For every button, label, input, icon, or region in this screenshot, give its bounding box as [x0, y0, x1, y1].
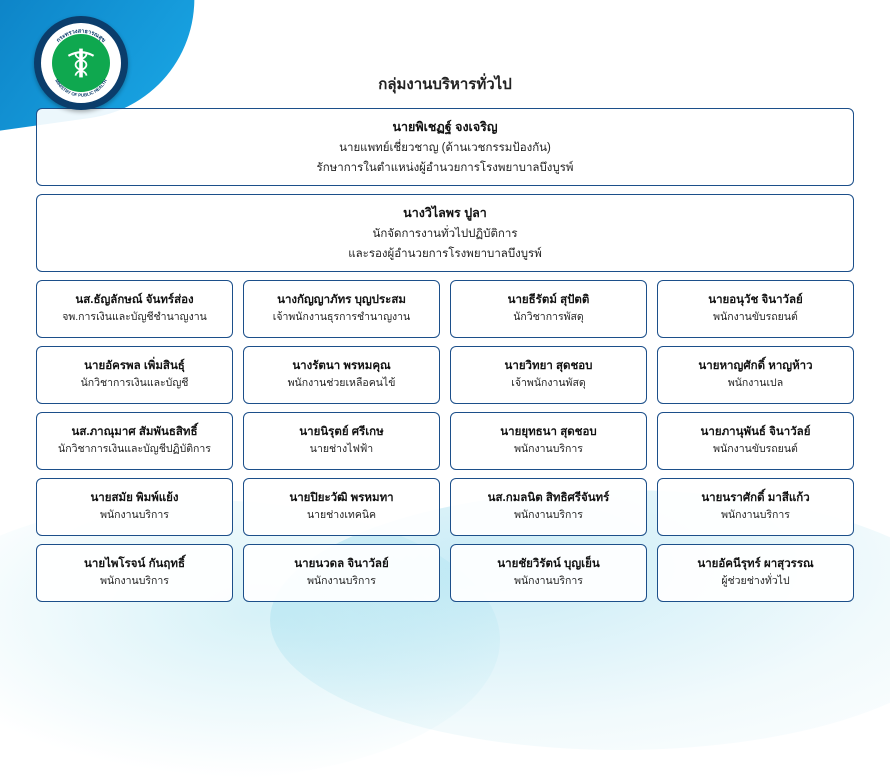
staff-name: นายอัครพล เพิ่มสินธุ์	[43, 359, 226, 374]
staff-name: นายอนุวัช จินาวัลย์	[664, 293, 847, 308]
staff-role: เจ้าพนักงานพัสดุ	[457, 377, 640, 391]
header-card-0: นายพิเชฏฐ์ จงเจริญนายแพทย์เชี่ยวชาญ (ด้า…	[36, 108, 854, 186]
svg-text:MINISTRY OF PUBLIC HEALTH: MINISTRY OF PUBLIC HEALTH	[54, 78, 108, 97]
staff-cell: นายอนุวัช จินาวัลย์พนักงานขับรถยนต์	[657, 280, 854, 338]
header-card-sub: และรองผู้อำนวยการโรงพยาบาลบึงบูรพ์	[49, 245, 841, 263]
logo-top-text: กระทรวงสาธารณสุข	[55, 28, 107, 45]
staff-cell: นายปิยะวัฒิ พรหมทานายช่างเทคนิค	[243, 478, 440, 536]
staff-name: นส.ธัญลักษณ์ จันทร์ส่อง	[43, 293, 226, 308]
staff-role: นักวิชาการพัสดุ	[457, 311, 640, 325]
staff-role: พนักงานบริการ	[250, 575, 433, 589]
staff-name: นายวิทยา สุดชอบ	[457, 359, 640, 374]
header-card-role: นักจัดการงานทั่วไปปฏิบัติการ	[49, 225, 841, 243]
staff-role: พนักงานช่วยเหลือคนไข้	[250, 377, 433, 391]
staff-cell: นายอัครพล เพิ่มสินธุ์นักวิชาการเงินและบั…	[36, 346, 233, 404]
header-card-role: นายแพทย์เชี่ยวชาญ (ด้านเวชกรรมป้องกัน)	[49, 139, 841, 157]
staff-role: พนักงานบริการ	[457, 575, 640, 589]
staff-name: นส.ภาณุมาศ สัมพันธสิทธิ์	[43, 425, 226, 440]
staff-role: พนักงานบริการ	[664, 509, 847, 523]
staff-cell: นายนิรุตย์ ศรีเกษนายช่างไฟฟ้า	[243, 412, 440, 470]
staff-role: พนักงานบริการ	[43, 509, 226, 523]
staff-name: นส.กมลนิต สิทธิศรีจันทร์	[457, 491, 640, 506]
staff-cell: นายสมัย พิมพ์แย้งพนักงานบริการ	[36, 478, 233, 536]
staff-role: นักวิชาการเงินและบัญชี	[43, 377, 226, 391]
staff-cell: นส.ธัญลักษณ์ จันทร์ส่องจพ.การเงินและบัญช…	[36, 280, 233, 338]
header-card-name: นายพิเชฏฐ์ จงเจริญ	[49, 117, 841, 137]
staff-cell: นายหาญศักดิ์ หาญห้าวพนักงานเปล	[657, 346, 854, 404]
staff-name: นายนิรุตย์ ศรีเกษ	[250, 425, 433, 440]
staff-name: นายชัยวิรัตน์ บุญเย็น	[457, 557, 640, 572]
logo-bottom-text: MINISTRY OF PUBLIC HEALTH	[54, 78, 108, 97]
staff-name: นายสมัย พิมพ์แย้ง	[43, 491, 226, 506]
staff-name: นายธีรัตม์ สุปัตติ	[457, 293, 640, 308]
staff-name: นายปิยะวัฒิ พรหมทา	[250, 491, 433, 506]
staff-cell: นส.ภาณุมาศ สัมพันธสิทธิ์นักวิชาการเงินแล…	[36, 412, 233, 470]
ministry-logo: กระทรวงสาธารณสุข MINISTRY OF PUBLIC HEAL…	[34, 16, 128, 110]
staff-cell: นายวิทยา สุดชอบเจ้าพนักงานพัสดุ	[450, 346, 647, 404]
staff-cell: นายธีรัตม์ สุปัตตินักวิชาการพัสดุ	[450, 280, 647, 338]
staff-cell: นางกัญญาภัทร บุญประสมเจ้าพนักงานธุรการชำ…	[243, 280, 440, 338]
staff-role: นายช่างเทคนิค	[250, 509, 433, 523]
staff-role: พนักงานขับรถยนต์	[664, 311, 847, 325]
staff-name: นายหาญศักดิ์ หาญห้าว	[664, 359, 847, 374]
staff-cell: นางรัตนา พรหมคุณพนักงานช่วยเหลือคนไข้	[243, 346, 440, 404]
staff-name: นายภานุพันธ์ จินาวัลย์	[664, 425, 847, 440]
staff-name: นายยุทธนา สุดชอบ	[457, 425, 640, 440]
staff-role: พนักงานขับรถยนต์	[664, 443, 847, 457]
staff-role: จพ.การเงินและบัญชีชำนาญงาน	[43, 311, 226, 325]
header-cards: นายพิเชฏฐ์ จงเจริญนายแพทย์เชี่ยวชาญ (ด้า…	[36, 108, 854, 272]
staff-name: นายนวดล จินาวัลย์	[250, 557, 433, 572]
staff-cell: นายชัยวิรัตน์ บุญเย็นพนักงานบริการ	[450, 544, 647, 602]
staff-name: นางรัตนา พรหมคุณ	[250, 359, 433, 374]
staff-name: นายไพโรจน์ กันฤทธิ์	[43, 557, 226, 572]
page-title: กลุ่มงานบริหารทั่วไป	[36, 72, 854, 96]
staff-cell: นายภานุพันธ์ จินาวัลย์พนักงานขับรถยนต์	[657, 412, 854, 470]
org-chart: กลุ่มงานบริหารทั่วไป นายพิเชฏฐ์ จงเจริญน…	[0, 0, 890, 602]
staff-name: นายอัคนีรุทร์ ผาสุวรรณ	[664, 557, 847, 572]
staff-cell: นายนราศักดิ์ มาสีแก้วพนักงานบริการ	[657, 478, 854, 536]
staff-role: พนักงานบริการ	[457, 509, 640, 523]
staff-cell: นายไพโรจน์ กันฤทธิ์พนักงานบริการ	[36, 544, 233, 602]
staff-role: ผู้ช่วยช่างทั่วไป	[664, 575, 847, 589]
staff-cell: นส.กมลนิต สิทธิศรีจันทร์พนักงานบริการ	[450, 478, 647, 536]
header-card-sub: รักษาการในตำแหน่งผู้อำนวยการโรงพยาบาลบึง…	[49, 159, 841, 177]
staff-cell: นายนวดล จินาวัลย์พนักงานบริการ	[243, 544, 440, 602]
staff-grid: นส.ธัญลักษณ์ จันทร์ส่องจพ.การเงินและบัญช…	[36, 280, 854, 602]
staff-role: พนักงานเปล	[664, 377, 847, 391]
header-card-1: นางวิไลพร ปูลานักจัดการงานทั่วไปปฏิบัติก…	[36, 194, 854, 272]
staff-role: พนักงานบริการ	[43, 575, 226, 589]
staff-name: นายนราศักดิ์ มาสีแก้ว	[664, 491, 847, 506]
staff-role: พนักงานบริการ	[457, 443, 640, 457]
staff-role: นายช่างไฟฟ้า	[250, 443, 433, 457]
staff-role: นักวิชาการเงินและบัญชีปฏิบัติการ	[43, 443, 226, 457]
staff-cell: นายอัคนีรุทร์ ผาสุวรรณผู้ช่วยช่างทั่วไป	[657, 544, 854, 602]
staff-name: นางกัญญาภัทร บุญประสม	[250, 293, 433, 308]
svg-text:กระทรวงสาธารณสุข: กระทรวงสาธารณสุข	[55, 28, 107, 45]
staff-cell: นายยุทธนา สุดชอบพนักงานบริการ	[450, 412, 647, 470]
staff-role: เจ้าพนักงานธุรการชำนาญงาน	[250, 311, 433, 325]
header-card-name: นางวิไลพร ปูลา	[49, 203, 841, 223]
